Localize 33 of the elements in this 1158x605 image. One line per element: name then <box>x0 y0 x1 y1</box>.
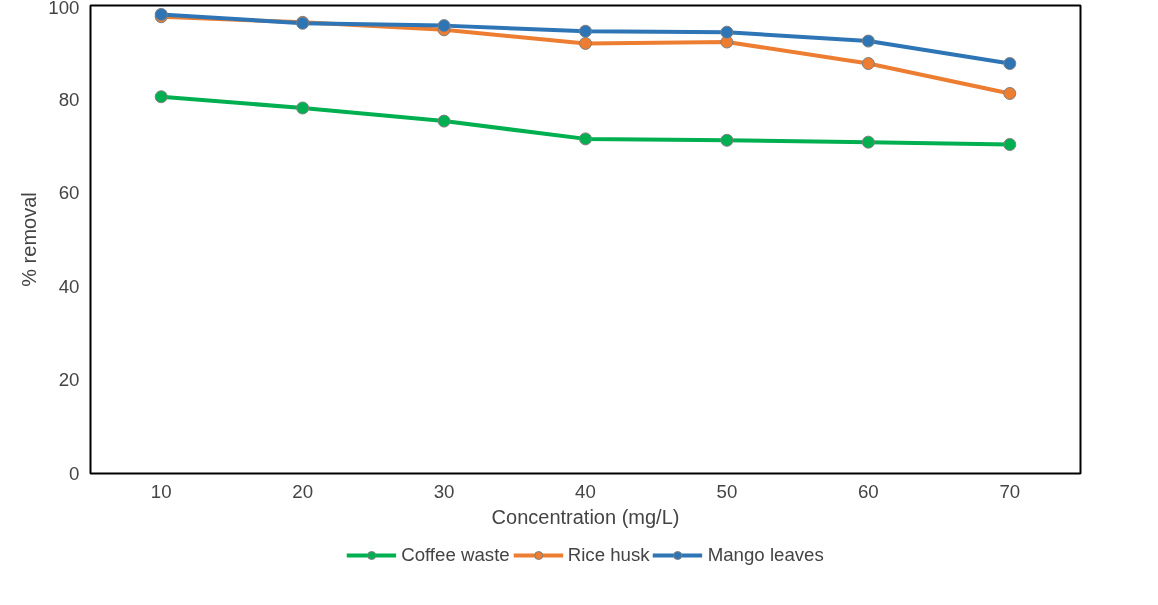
y-tick-label: 40 <box>58 275 80 297</box>
y-tick-label: 0 <box>69 463 80 484</box>
point <box>579 24 592 38</box>
point <box>296 101 310 115</box>
point <box>154 90 168 104</box>
point <box>861 34 875 48</box>
point <box>1003 57 1017 71</box>
point <box>1003 138 1017 151</box>
point <box>437 19 451 33</box>
y-tick-label: 60 <box>58 182 80 204</box>
x-tick-label: 60 <box>857 480 879 502</box>
legend-label: Mango leaves <box>707 544 824 566</box>
point <box>720 133 734 147</box>
legend-label: Coffee waste <box>401 544 510 566</box>
x-tick-label: 30 <box>433 480 455 502</box>
x-axis-title: Concentration (mg/L) <box>491 505 680 528</box>
y-tick-label: 20 <box>58 369 80 391</box>
y-tick-label: 100 <box>48 0 80 18</box>
y-tick-label: 80 <box>58 88 80 110</box>
x-tick-label: 70 <box>999 480 1021 502</box>
point <box>720 25 734 39</box>
x-tick-label: 40 <box>575 480 596 502</box>
point <box>579 36 592 50</box>
point <box>579 132 592 146</box>
legend-label: Rice husk <box>567 544 650 566</box>
x-tick-label: 20 <box>292 480 314 502</box>
point <box>861 135 875 149</box>
point <box>861 57 875 71</box>
x-tick-label: 10 <box>150 480 172 502</box>
point <box>1003 87 1017 100</box>
x-tick-label: 50 <box>716 480 738 502</box>
y-axis-title: % removal <box>18 192 41 287</box>
point <box>437 114 451 128</box>
